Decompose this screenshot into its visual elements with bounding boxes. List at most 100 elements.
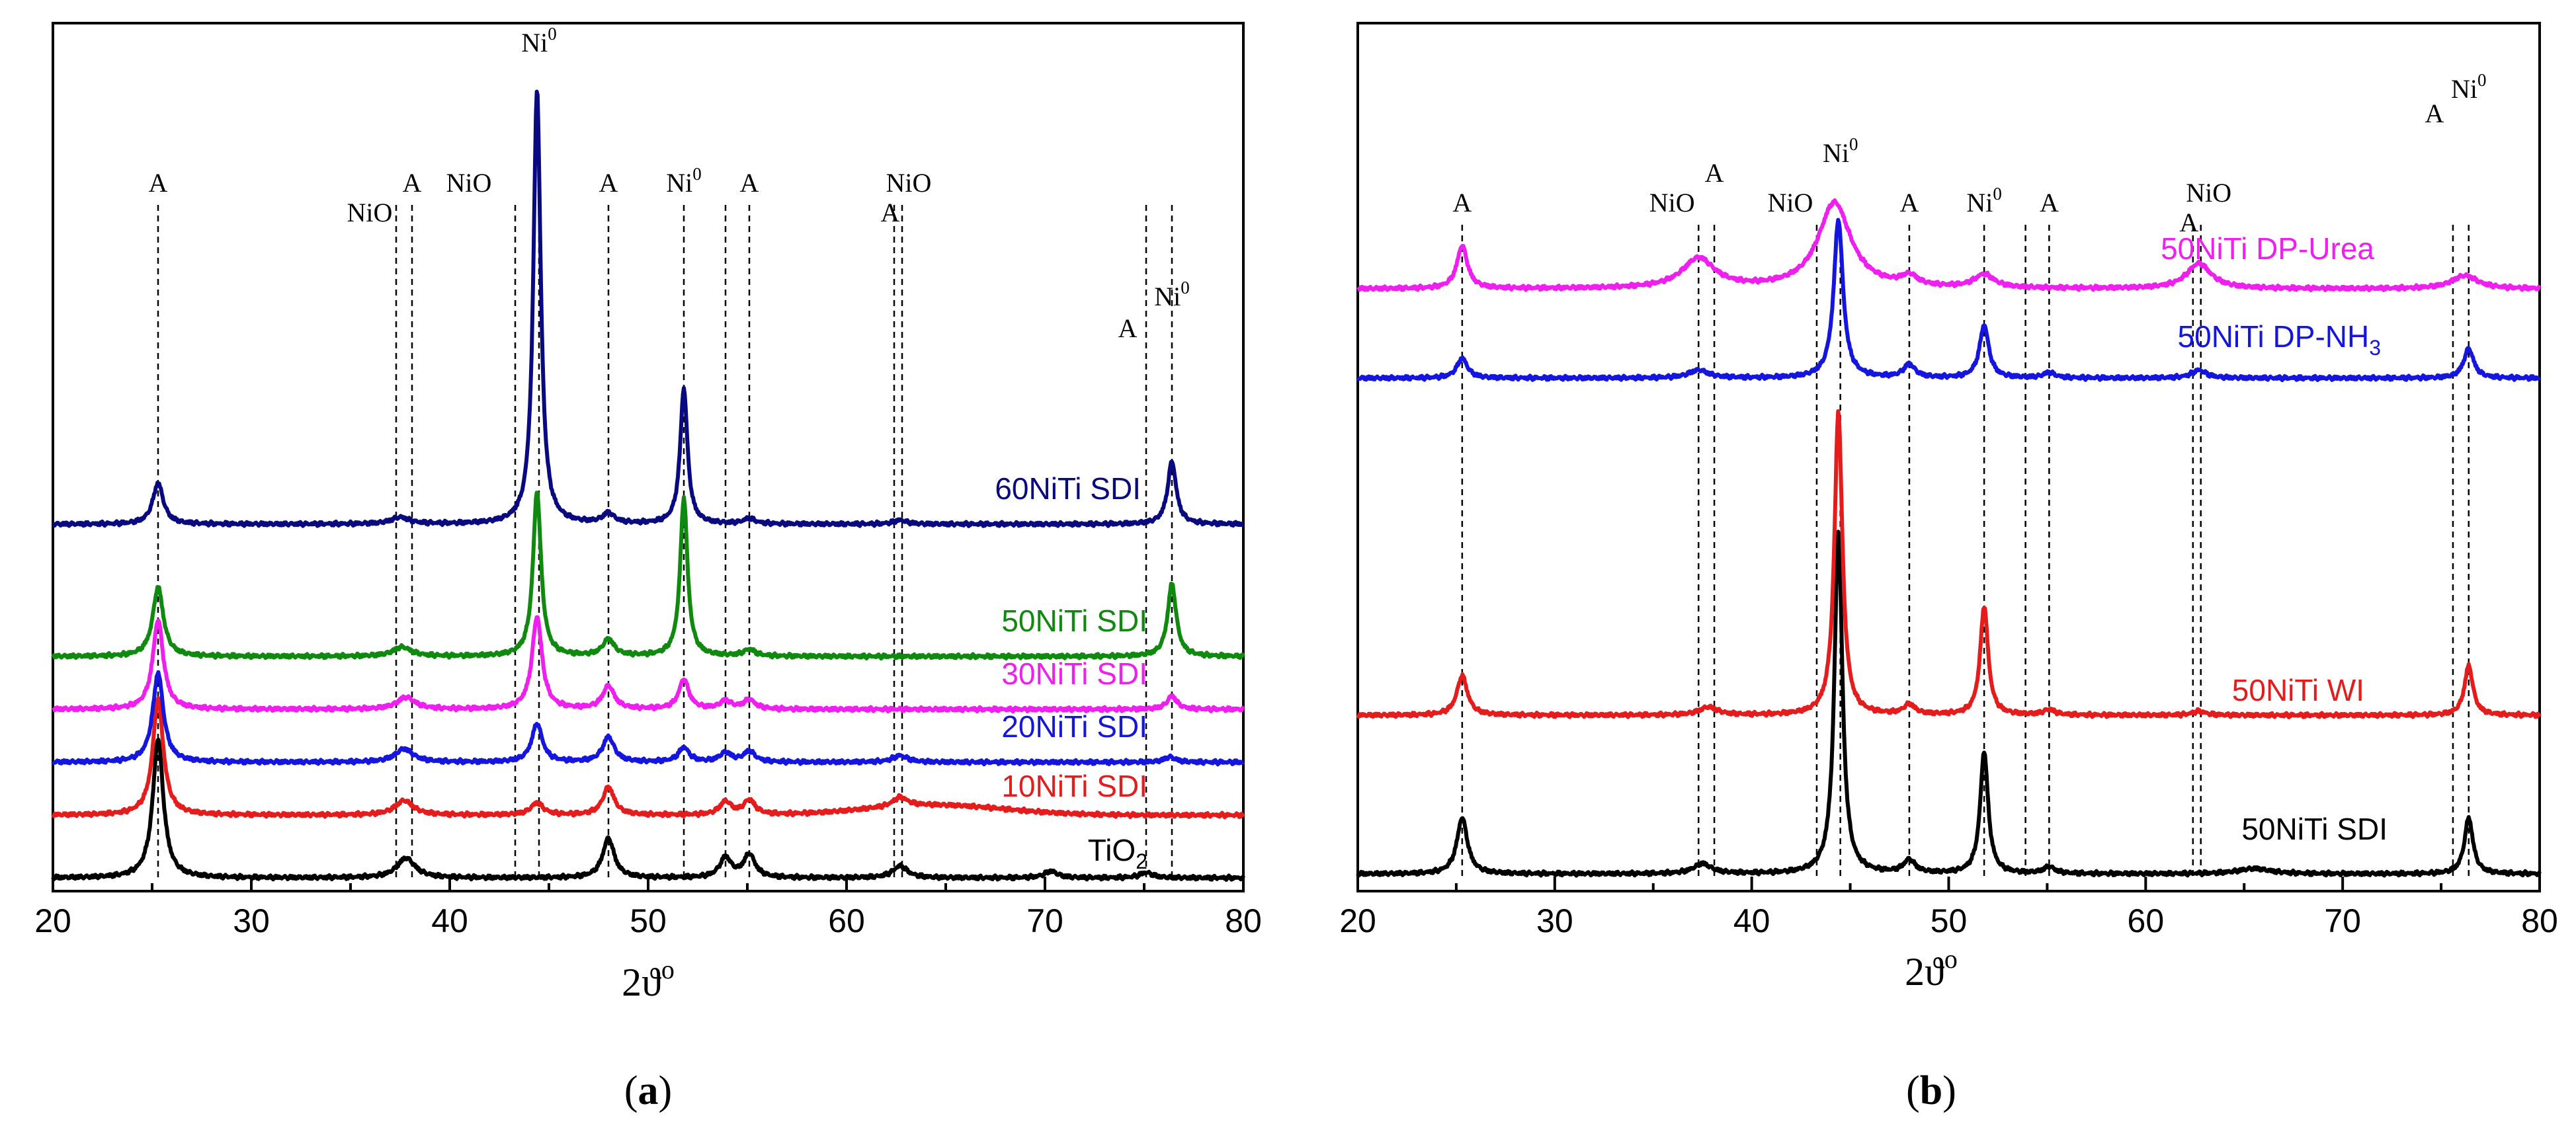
x-tick-label: 80 bbox=[1225, 902, 1262, 939]
series-label-10niti-sdi: 10NiTi SDI bbox=[1001, 769, 1147, 803]
series-label-50niti-dp-urea: 50NiTi DP-Urea bbox=[2161, 231, 2374, 266]
peak-label-text: A bbox=[740, 168, 759, 198]
peak-label: A bbox=[881, 198, 900, 227]
series-line-50niti-dp-nh3 bbox=[1356, 217, 2542, 383]
x-axis-label: 2ϑo bbox=[1905, 944, 1958, 994]
series-line-50niti-wi bbox=[1356, 409, 2542, 720]
peak-label: A bbox=[1118, 313, 1138, 343]
peak-label: Ni0 bbox=[2451, 70, 2487, 104]
series-label-text: TiO bbox=[1088, 833, 1136, 867]
peak-label-text: NiO bbox=[886, 168, 932, 198]
peak-label: Ni0 bbox=[1823, 134, 1858, 168]
series-label-text: 50NiTi SDI bbox=[1001, 604, 1147, 638]
series-label-50niti-dp-nh3: 50NiTi DP-NH3 bbox=[2178, 319, 2381, 360]
peak-label-text: NiO bbox=[1649, 188, 1695, 217]
x-tick-label: 20 bbox=[34, 902, 71, 939]
peak-label-text: A bbox=[881, 198, 900, 227]
peak-label: A bbox=[2425, 99, 2444, 128]
series-label-sub: 2 bbox=[1136, 849, 1147, 873]
series-label-text: 50NiTi DP-NH bbox=[2178, 319, 2370, 354]
x-tick-label: 30 bbox=[233, 902, 270, 939]
x-tick-label: 40 bbox=[431, 902, 468, 939]
series-line-10niti-sdi bbox=[51, 696, 1245, 820]
peak-label-text: A bbox=[2040, 188, 2059, 217]
caption-open: ( bbox=[624, 1068, 638, 1113]
peak-label: A bbox=[599, 168, 618, 198]
caption-letter: b bbox=[1920, 1068, 1942, 1113]
series-label-50niti-sdi: 50NiTi SDI bbox=[2241, 812, 2388, 846]
series-line-20niti-sdi bbox=[51, 670, 1245, 767]
peak-label-text: A bbox=[1899, 188, 1919, 217]
peak-label: A bbox=[1452, 188, 1472, 217]
x-axis-label-sup: o bbox=[1944, 944, 1958, 974]
peak-label-sup: 0 bbox=[548, 24, 557, 44]
series-label-20niti-sdi: 20NiTi SDI bbox=[1001, 709, 1147, 744]
peak-label-sup: 0 bbox=[1849, 134, 1858, 154]
x-axis-label-main: 2ϑ bbox=[1905, 950, 1944, 994]
peak-label: A bbox=[2040, 188, 2059, 217]
peak-label: NiO bbox=[347, 198, 393, 227]
plot-frame bbox=[1356, 22, 2541, 892]
peak-label: A bbox=[149, 168, 168, 198]
peak-label: Ni0 bbox=[1154, 278, 1190, 311]
peak-label-sup: 0 bbox=[1993, 184, 2002, 204]
series-label-text: 10NiTi SDI bbox=[1001, 769, 1147, 803]
peak-label-text: Ni bbox=[2451, 74, 2477, 104]
series-line-50niti-dp-urea bbox=[1356, 198, 2542, 293]
series-label-text: 30NiTi SDI bbox=[1001, 656, 1147, 691]
caption-close: ) bbox=[659, 1068, 673, 1113]
caption-close: ) bbox=[1942, 1068, 1956, 1113]
series-label-50niti-wi: 50NiTi WI bbox=[2232, 673, 2364, 707]
x-tick-label: 60 bbox=[828, 902, 865, 939]
x-tick-label: 20 bbox=[1339, 902, 1376, 939]
x-tick-label: 70 bbox=[2324, 902, 2361, 939]
panel-caption: (b) bbox=[1906, 1068, 1956, 1113]
series-label-30niti-sdi: 30NiTi SDI bbox=[1001, 656, 1147, 691]
peak-label: A bbox=[403, 168, 422, 198]
peak-label: NiO bbox=[1768, 188, 1813, 217]
series-line-tio2 bbox=[51, 737, 1245, 882]
series-line-50niti-sdi bbox=[1356, 530, 2542, 878]
x-axis-label-main: 2ϑ bbox=[622, 961, 661, 1004]
x-tick-label: 60 bbox=[2128, 902, 2165, 939]
peak-label-text: Ni bbox=[1823, 138, 1849, 168]
peak-label-text: A bbox=[403, 168, 422, 198]
peak-label: Ni0 bbox=[521, 24, 557, 58]
peak-label-text: NiO bbox=[1768, 188, 1813, 217]
peak-label: A bbox=[740, 168, 759, 198]
peak-label-text: Ni bbox=[521, 28, 548, 58]
peak-label: A bbox=[2179, 208, 2198, 237]
peak-label: NiO bbox=[446, 168, 492, 198]
series-label-text: 50NiTi WI bbox=[2232, 673, 2364, 707]
peak-label-text: A bbox=[1705, 158, 1724, 188]
series-label-text: 60NiTi SDI bbox=[995, 471, 1141, 506]
peak-label: Ni0 bbox=[666, 164, 702, 198]
x-tick-label: 40 bbox=[1733, 902, 1770, 939]
peak-label-text: A bbox=[2425, 99, 2444, 128]
x-tick-label: 30 bbox=[1536, 902, 1573, 939]
peak-label-text: A bbox=[2179, 208, 2198, 237]
series-label-50niti-sdi: 50NiTi SDI bbox=[1001, 604, 1147, 638]
peak-label: A bbox=[1705, 158, 1724, 188]
x-axis-label-sup: o bbox=[661, 955, 675, 984]
x-axis-label: 2ϑo bbox=[622, 955, 675, 1004]
peak-label: Ni0 bbox=[1966, 184, 2002, 217]
peak-label-text: NiO bbox=[347, 198, 393, 227]
peak-label-sup: 0 bbox=[2477, 70, 2487, 90]
peak-label-text: NiO bbox=[446, 168, 492, 198]
series-label-text: 50NiTi DP-Urea bbox=[2161, 231, 2374, 266]
peak-label-text: A bbox=[1452, 188, 1472, 217]
peak-label-sup: 0 bbox=[1181, 278, 1190, 297]
peak-label-text: Ni bbox=[666, 168, 692, 198]
peak-label-text: A bbox=[149, 168, 168, 198]
x-tick-label: 70 bbox=[1026, 902, 1063, 939]
series-line-60niti-sdi bbox=[52, 89, 1245, 528]
peak-label-text: Ni bbox=[1154, 282, 1181, 311]
peak-label-text: A bbox=[599, 168, 618, 198]
series-line-50niti-sdi bbox=[51, 491, 1245, 661]
peak-label-text: Ni bbox=[1966, 188, 1993, 217]
series-label-tio2: TiO2 bbox=[1088, 833, 1147, 873]
peak-label: NiO bbox=[2186, 178, 2231, 208]
